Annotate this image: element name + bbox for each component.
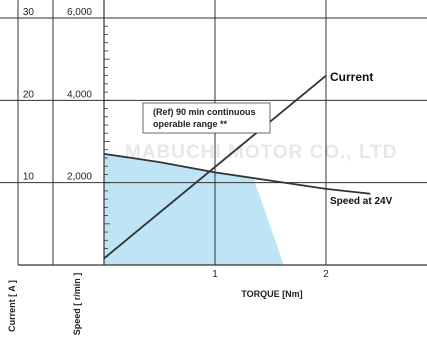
current-tick-label: 30 (23, 7, 35, 18)
operable-range-note-line: (Ref) 90 min continuous (153, 107, 256, 117)
speed-axis-title: Speed [ r/min ] (72, 273, 82, 336)
speed-tick-label: 2,000 (67, 172, 92, 183)
watermark-text: MABUCHI MOTOR CO., LTD (125, 142, 398, 163)
series-line-1 (103, 152, 371, 195)
series-label-current: Current (330, 70, 373, 84)
series-line-0 (103, 74, 327, 260)
speed-tick-label: 4,000 (67, 89, 92, 100)
operable-range-region (104, 153, 284, 265)
x-tick-label: 1 (212, 269, 218, 280)
current-axis-title: Current [ A ] (7, 280, 17, 332)
operable-range-note-line: operable range ** (153, 119, 228, 129)
series-label-speed: Speed at 24V (330, 196, 393, 207)
current-tick-label: 10 (23, 172, 35, 183)
x-tick-label: 2 (323, 269, 329, 280)
current-tick-label: 20 (23, 89, 35, 100)
speed-tick-label: 6,000 (67, 7, 92, 18)
x-axis-title: TORQUE [Nm] (241, 289, 302, 299)
operable-range-note-box (142, 102, 271, 134)
